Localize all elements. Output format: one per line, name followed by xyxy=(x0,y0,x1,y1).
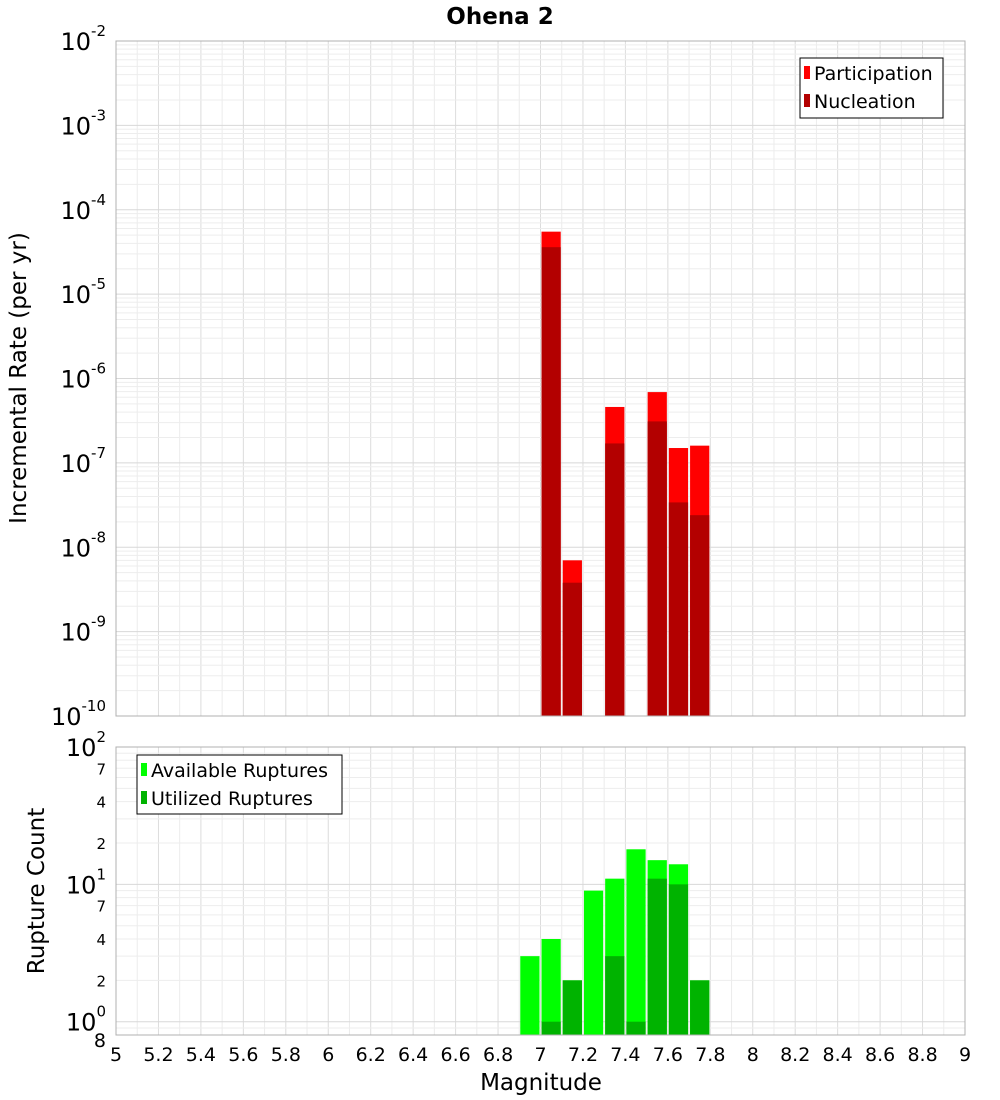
y-tick-label: 10-7 xyxy=(60,444,106,478)
bottom-y-axis-label: Rupture Count xyxy=(24,808,50,974)
legend-label: Available Ruptures xyxy=(151,760,328,782)
x-tick-label: 8.4 xyxy=(823,1044,853,1066)
x-tick-label: 7.6 xyxy=(653,1044,683,1066)
legend-swatch xyxy=(141,763,147,776)
bar-nucleation xyxy=(562,582,582,716)
x-tick-label: 6.8 xyxy=(483,1044,513,1066)
legend-swatch xyxy=(804,66,810,79)
legend-label: Participation xyxy=(814,63,933,85)
y-tick-label: 10-5 xyxy=(60,275,106,309)
bar-utilized-ruptures xyxy=(668,884,689,1035)
plot-frame xyxy=(115,746,966,1036)
y-tick-label: 101 xyxy=(66,865,106,899)
y-minor-tick-label: 7 xyxy=(96,760,106,778)
legend-label: Utilized Ruptures xyxy=(151,788,313,810)
bar-nucleation xyxy=(668,502,689,716)
bar-nucleation xyxy=(690,515,710,716)
legend-swatch xyxy=(804,94,810,107)
y-minor-tick-label: 4 xyxy=(96,931,106,949)
x-tick-label: 7.4 xyxy=(610,1044,640,1066)
x-tick-label: 6.4 xyxy=(398,1044,428,1066)
y-tick-label: 10-8 xyxy=(60,528,106,562)
top-y-axis-label: Incremental Rate (per yr) xyxy=(6,232,32,524)
x-tick-label: 8.6 xyxy=(865,1044,895,1066)
bar-utilized-ruptures xyxy=(605,956,625,1035)
y-tick-label: 10-4 xyxy=(60,191,106,225)
y-minor-tick-label: 2 xyxy=(96,972,106,990)
x-axis-label: Magnitude xyxy=(480,1070,602,1096)
y-tick-label: 10-3 xyxy=(60,106,106,140)
x-tick-label: 7.8 xyxy=(695,1044,725,1066)
x-tick-label: 5 xyxy=(110,1044,122,1066)
legend-swatch xyxy=(141,791,147,804)
x-tick-label: 5.4 xyxy=(186,1044,216,1066)
bar-available-ruptures xyxy=(520,956,540,1035)
y-tick-label: 102 xyxy=(66,728,106,762)
legend-label: Nucleation xyxy=(814,91,916,113)
y-minor-tick-label: 7 xyxy=(96,898,106,916)
x-tick-label: 7.2 xyxy=(568,1044,598,1066)
y-tick-label: 100 xyxy=(66,1003,106,1037)
bar-available-ruptures xyxy=(583,890,604,1035)
y-tick-label: 10-10 xyxy=(51,697,106,731)
bar-nucleation xyxy=(647,421,667,716)
y-tick-label: 10-6 xyxy=(60,360,106,394)
legend-box xyxy=(136,754,343,815)
x-tick-label: 8 xyxy=(747,1044,759,1066)
bar-utilized-ruptures xyxy=(541,1021,561,1035)
y-minor-tick-label: 8 xyxy=(94,1030,106,1052)
plot-frame xyxy=(115,40,966,717)
y-tick-label: 10-2 xyxy=(60,22,106,56)
bar-utilized-ruptures xyxy=(690,980,710,1035)
bar-nucleation xyxy=(541,247,561,716)
chart-title: Ohena 2 xyxy=(446,4,553,30)
bar-available-ruptures xyxy=(541,939,561,1035)
x-tick-label: 8.2 xyxy=(780,1044,810,1066)
x-tick-label: 9 xyxy=(959,1044,971,1066)
legend-box xyxy=(799,57,944,119)
x-tick-label: 5.6 xyxy=(228,1044,258,1066)
bar-utilized-ruptures xyxy=(647,878,667,1035)
bar-utilized-ruptures xyxy=(626,1021,646,1035)
y-tick-label: 10-9 xyxy=(60,613,106,647)
x-tick-label: 6.6 xyxy=(440,1044,470,1066)
x-tick-label: 5.2 xyxy=(143,1044,173,1066)
x-tick-label: 6 xyxy=(322,1044,334,1066)
x-tick-label: 7 xyxy=(534,1044,546,1066)
bar-nucleation xyxy=(605,443,625,716)
bar-available-ruptures xyxy=(626,849,646,1035)
x-tick-label: 5.8 xyxy=(271,1044,301,1066)
y-minor-tick-label: 2 xyxy=(96,835,106,853)
x-tick-label: 6.2 xyxy=(356,1044,386,1066)
x-tick-label: 8.8 xyxy=(907,1044,937,1066)
y-minor-tick-label: 4 xyxy=(96,794,106,812)
bar-utilized-ruptures xyxy=(562,980,582,1035)
